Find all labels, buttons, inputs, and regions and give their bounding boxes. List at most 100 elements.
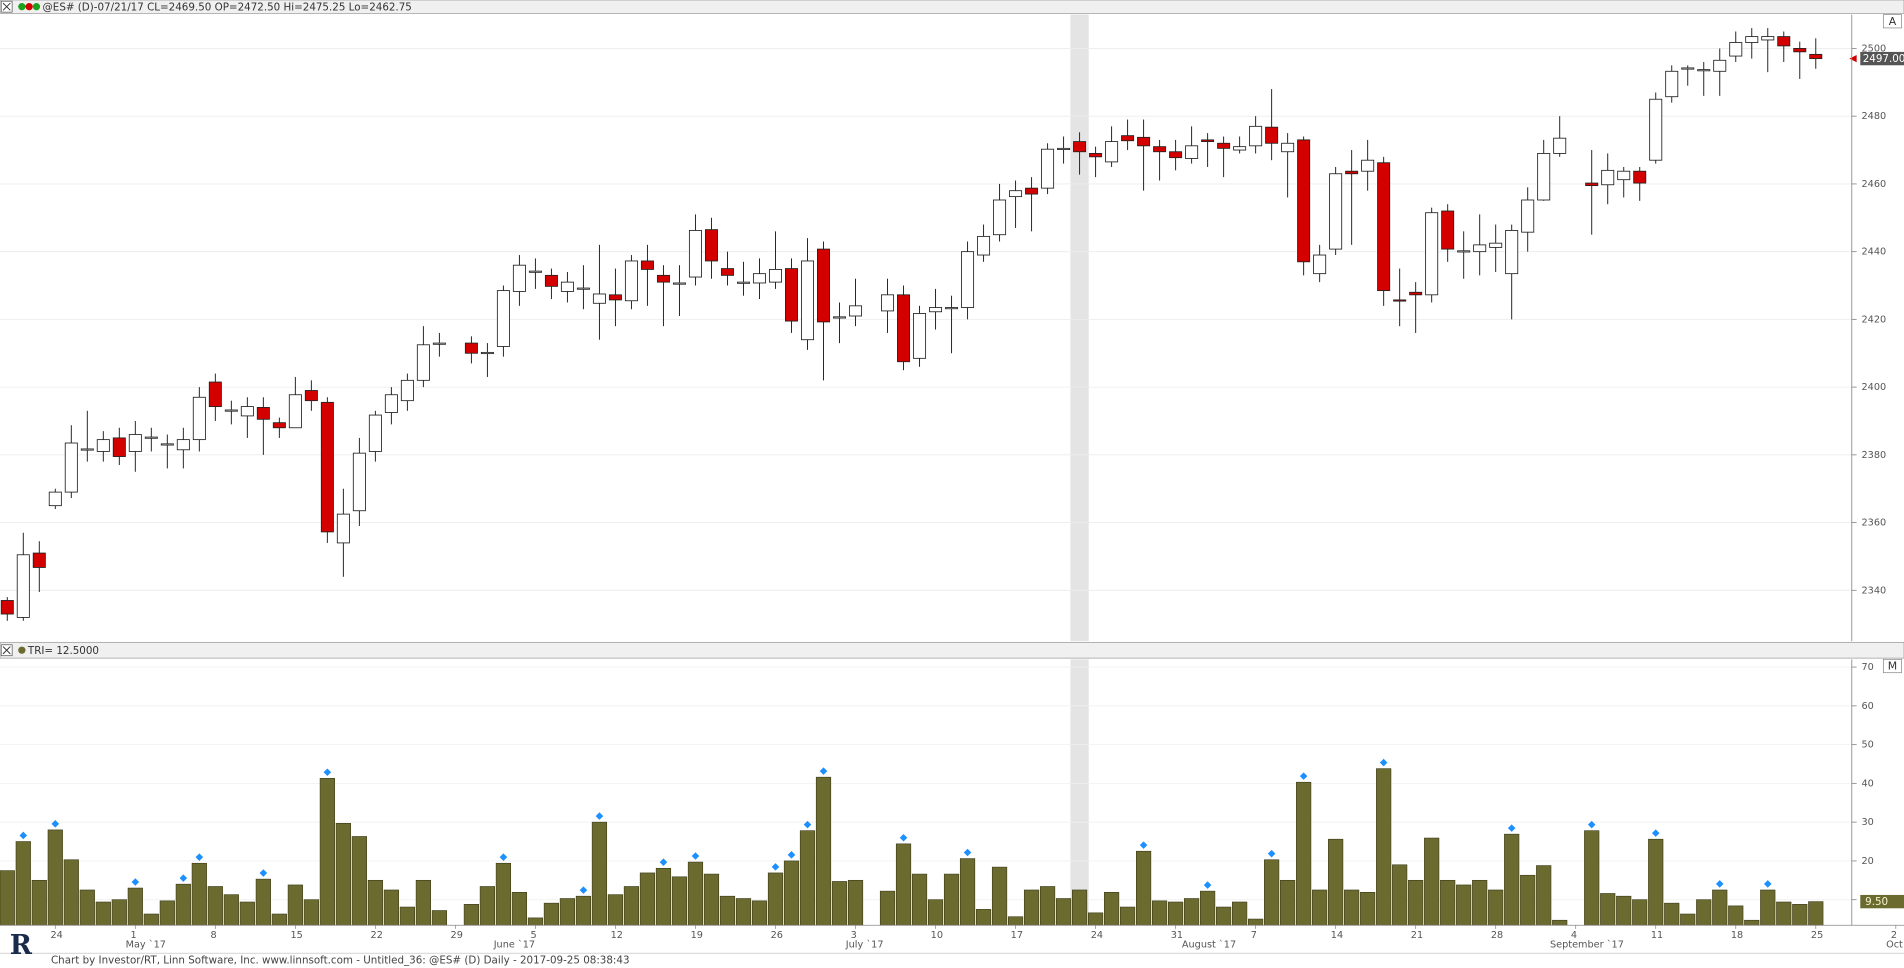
y-tick-label: 2380 bbox=[1861, 450, 1886, 461]
bar bbox=[1728, 905, 1744, 926]
x-tick-label: 17 bbox=[1011, 930, 1023, 941]
x-tick-label: 19 bbox=[691, 930, 703, 941]
candle-body bbox=[1649, 98, 1663, 161]
cursor-column bbox=[1070, 659, 1089, 926]
y-tick-label: 2460 bbox=[1861, 179, 1886, 190]
price-header: @ES# (D)-07/21/17 CL=2469.50 OP=2472.50 … bbox=[43, 1, 412, 13]
candle-body bbox=[1169, 151, 1183, 159]
bar bbox=[591, 821, 608, 926]
x-tick-label: 21 bbox=[1411, 930, 1423, 941]
bar bbox=[1616, 895, 1632, 926]
bar bbox=[799, 830, 816, 926]
candle-body bbox=[1105, 141, 1119, 163]
marker bbox=[195, 853, 204, 861]
x-tick-label: 2 bbox=[1891, 930, 1897, 941]
bar bbox=[351, 836, 367, 926]
candle-body bbox=[736, 281, 750, 284]
bar bbox=[607, 894, 624, 926]
marker bbox=[1267, 849, 1276, 858]
bar bbox=[223, 894, 239, 926]
candle-body bbox=[1441, 210, 1455, 250]
bar bbox=[175, 883, 191, 926]
candle-body bbox=[801, 260, 814, 341]
bar bbox=[1488, 889, 1504, 926]
bar bbox=[1520, 874, 1536, 926]
candle-body bbox=[1361, 159, 1375, 172]
bar bbox=[1808, 901, 1824, 926]
bar bbox=[1744, 919, 1760, 926]
panel-label: M bbox=[1888, 660, 1897, 673]
bar bbox=[1232, 901, 1248, 926]
bar bbox=[1152, 900, 1168, 926]
candle-body bbox=[16, 554, 30, 618]
close-icon bbox=[2, 2, 11, 11]
bar bbox=[95, 901, 111, 926]
candle-body bbox=[240, 406, 254, 417]
candle-body bbox=[1505, 230, 1519, 275]
bar bbox=[1392, 864, 1408, 926]
marker bbox=[691, 852, 700, 860]
bar bbox=[1071, 889, 1088, 926]
candle-body bbox=[656, 274, 670, 283]
y-tick-label: 2420 bbox=[1861, 314, 1886, 325]
candle-body bbox=[993, 199, 1007, 236]
panel-button[interactable] bbox=[1882, 658, 1902, 674]
cursor-column bbox=[1070, 14, 1089, 642]
candle-body bbox=[1697, 69, 1711, 72]
y-tick-label: 70 bbox=[1861, 662, 1873, 673]
candle-body bbox=[1521, 199, 1535, 233]
bar bbox=[0, 870, 15, 926]
bar bbox=[463, 904, 479, 926]
close-icon bbox=[2, 646, 11, 655]
month-label: September `17 bbox=[1550, 939, 1624, 951]
bar bbox=[191, 862, 207, 926]
candle-body bbox=[849, 305, 863, 317]
marker bbox=[1651, 829, 1660, 837]
candle-body bbox=[576, 287, 590, 290]
candle-body bbox=[400, 379, 414, 402]
candle-body bbox=[720, 268, 734, 276]
candle-body bbox=[881, 294, 895, 312]
bar bbox=[735, 898, 752, 926]
panel-button[interactable] bbox=[1882, 14, 1902, 29]
bar bbox=[975, 909, 992, 926]
marker bbox=[1507, 824, 1516, 832]
candle-body bbox=[592, 293, 606, 304]
candle-body bbox=[929, 307, 943, 313]
candle-body bbox=[1729, 42, 1743, 57]
candle-body bbox=[833, 316, 847, 319]
candle-body bbox=[1633, 170, 1647, 184]
candle-body bbox=[544, 274, 558, 287]
candle-body bbox=[560, 281, 574, 292]
bar bbox=[767, 872, 784, 926]
bar bbox=[831, 881, 848, 926]
candle-body bbox=[1489, 242, 1503, 248]
bar bbox=[15, 841, 31, 926]
bar bbox=[1216, 906, 1232, 926]
bar bbox=[1472, 879, 1488, 926]
candle-body bbox=[897, 294, 911, 363]
candle-body bbox=[1713, 59, 1727, 72]
candle-body bbox=[1553, 137, 1567, 154]
candle-body bbox=[1249, 125, 1263, 147]
bar bbox=[1408, 879, 1424, 926]
candle-body bbox=[1153, 146, 1167, 153]
bar bbox=[1264, 859, 1280, 926]
bar bbox=[1280, 879, 1296, 926]
indicator-header-bar bbox=[0, 641, 1904, 659]
candle-body bbox=[784, 268, 798, 322]
candle-body bbox=[112, 437, 126, 457]
candle-body bbox=[80, 448, 94, 451]
bar bbox=[1776, 901, 1792, 926]
last-value-label: 9.50 bbox=[1865, 896, 1888, 908]
marker bbox=[1299, 772, 1308, 780]
candle-body bbox=[1233, 146, 1247, 151]
candle-body bbox=[1009, 190, 1023, 198]
bar bbox=[1456, 884, 1472, 926]
bar bbox=[1424, 837, 1440, 926]
candle-body bbox=[208, 381, 222, 408]
candle-body bbox=[416, 344, 430, 381]
status-dot bbox=[18, 646, 26, 654]
x-tick-label: 12 bbox=[611, 930, 623, 941]
